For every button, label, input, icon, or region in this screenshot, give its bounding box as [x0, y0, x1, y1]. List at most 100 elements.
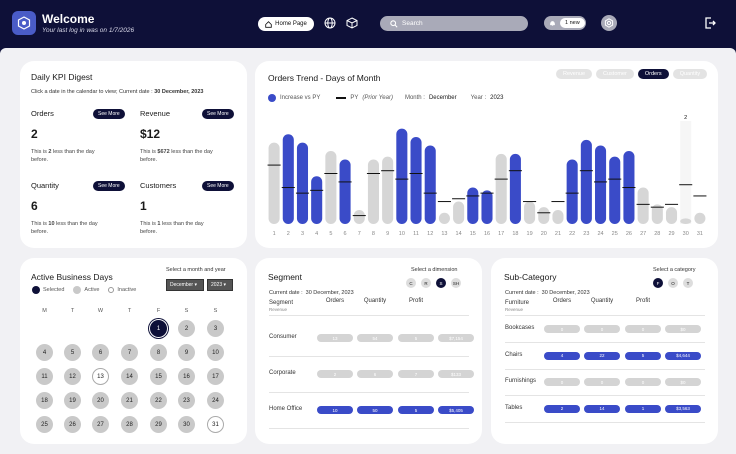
calendar-day[interactable]: 9	[178, 344, 195, 361]
orders-bar[interactable]	[509, 153, 521, 224]
orders-cell[interactable]: 0	[544, 325, 580, 333]
profit-cell[interactable]: 0	[625, 325, 661, 333]
calendar-day[interactable]: 7	[121, 344, 138, 361]
orders-bar[interactable]	[637, 187, 649, 224]
revenue-cell[interactable]: $133	[438, 370, 474, 378]
calendar-day[interactable]: 30	[178, 416, 195, 433]
orders-bar[interactable]	[524, 201, 536, 224]
orders-bar[interactable]	[325, 151, 337, 224]
calendar-day[interactable]: 5	[64, 344, 81, 361]
search-input[interactable]	[402, 20, 512, 27]
orders-cell[interactable]: 13	[317, 334, 353, 342]
segment-filter-s[interactable]: S	[436, 278, 446, 288]
orders-bar[interactable]	[296, 142, 309, 224]
calendar-day[interactable]: 6	[92, 344, 109, 361]
calendar-day[interactable]: 20	[92, 392, 109, 409]
subcategory-filter-f[interactable]: F	[653, 278, 663, 288]
orders-bar[interactable]	[580, 139, 592, 224]
revenue-cell[interactable]: $0	[665, 378, 701, 386]
calendar-day[interactable]: 13	[92, 368, 109, 385]
orders-bar[interactable]	[282, 134, 294, 224]
subcategory-filter-o[interactable]: O	[668, 278, 678, 288]
year-dropdown[interactable]: 2023 ▾	[207, 279, 233, 291]
see-more-button[interactable]: See More	[93, 109, 125, 119]
segment-filter-r[interactable]: R	[421, 278, 431, 288]
orders-bar[interactable]	[339, 159, 351, 224]
see-more-button[interactable]: See More	[202, 109, 234, 119]
profit-cell[interactable]: 5	[398, 334, 434, 342]
home-page-button[interactable]: Home Page	[258, 17, 314, 31]
tab-orders[interactable]: Orders	[637, 69, 669, 79]
orders-bar[interactable]	[396, 128, 408, 224]
quantity-cell[interactable]: 50	[357, 406, 393, 414]
calendar-day[interactable]: 22	[150, 392, 167, 409]
orders-bar[interactable]	[481, 190, 493, 224]
orders-bar[interactable]	[367, 159, 379, 224]
calendar-day[interactable]: 24	[207, 392, 224, 409]
calendar-day[interactable]: 19	[64, 392, 81, 409]
orders-bar[interactable]	[467, 187, 479, 224]
orders-bar[interactable]	[311, 176, 323, 224]
orders-bar[interactable]	[382, 156, 394, 224]
quantity-cell[interactable]: 14	[584, 404, 620, 413]
orders-cell[interactable]: 2	[317, 370, 353, 378]
logout-icon[interactable]	[704, 16, 718, 30]
globe-icon[interactable]	[323, 16, 337, 30]
see-more-button[interactable]: See More	[93, 181, 125, 191]
calendar-day[interactable]: 16	[178, 368, 195, 385]
orders-bar[interactable]	[552, 209, 564, 224]
profit-cell[interactable]: 5	[625, 351, 661, 360]
orders-bar[interactable]	[566, 159, 578, 224]
calendar-day[interactable]: 4	[36, 344, 53, 361]
orders-bar[interactable]	[424, 145, 436, 224]
calendar-day[interactable]: 17	[207, 368, 224, 385]
tab-customer[interactable]: Customer	[596, 69, 634, 79]
quantity-cell[interactable]: 54	[357, 334, 393, 342]
quantity-cell[interactable]: 22	[584, 351, 620, 360]
segment-filter-sh[interactable]: SH	[451, 278, 461, 288]
revenue-cell[interactable]: $5,405	[438, 406, 474, 414]
orders-bar[interactable]	[694, 212, 706, 224]
calendar-day[interactable]: 21	[121, 392, 138, 409]
profit-cell[interactable]: 0	[625, 378, 661, 386]
calendar-day[interactable]: 26	[64, 416, 81, 433]
calendar-day[interactable]: 18	[36, 392, 53, 409]
profit-cell[interactable]: 1	[625, 404, 661, 413]
orders-bar[interactable]	[453, 201, 465, 224]
orders-bar[interactable]	[495, 153, 507, 224]
quantity-cell[interactable]: 0	[584, 378, 620, 386]
orders-bar[interactable]	[268, 142, 280, 224]
orders-bar[interactable]	[438, 212, 450, 224]
orders-bar[interactable]	[651, 204, 663, 224]
calendar-day[interactable]: 14	[121, 368, 138, 385]
tab-quantity[interactable]: Quantity	[672, 69, 708, 79]
search-bar[interactable]	[380, 16, 528, 31]
revenue-cell[interactable]: $3,563	[665, 404, 701, 413]
calendar-day[interactable]: 10	[207, 344, 224, 361]
orders-cell[interactable]: 4	[544, 351, 580, 360]
calendar-day[interactable]: 11	[36, 368, 53, 385]
segment-filter-c[interactable]: C	[406, 278, 416, 288]
month-dropdown[interactable]: December ▾	[166, 279, 204, 291]
orders-cell[interactable]: 10	[317, 406, 353, 414]
settings-button[interactable]	[601, 15, 617, 31]
cube-icon[interactable]	[345, 16, 359, 30]
calendar-day[interactable]: 25	[36, 416, 53, 433]
profit-cell[interactable]: 7	[398, 370, 434, 378]
orders-bar[interactable]	[665, 207, 678, 224]
revenue-cell[interactable]: $0	[665, 325, 701, 333]
calendar-day[interactable]: 27	[92, 416, 109, 433]
orders-bar[interactable]	[680, 218, 692, 224]
quantity-cell[interactable]: 0	[584, 325, 620, 333]
orders-bar[interactable]	[595, 145, 607, 224]
orders-cell[interactable]: 2	[544, 404, 580, 413]
orders-bar[interactable]	[353, 209, 365, 224]
calendar-day[interactable]: 28	[121, 416, 138, 433]
calendar-day[interactable]: 8	[150, 344, 167, 361]
tab-revenue[interactable]: Revenue	[556, 69, 593, 79]
profit-cell[interactable]: 5	[398, 406, 434, 414]
notifications-button[interactable]: 1 new	[544, 16, 586, 30]
revenue-cell[interactable]: $4,644	[665, 351, 701, 360]
calendar-day[interactable]: 2	[178, 320, 195, 337]
orders-bar[interactable]	[410, 137, 422, 224]
